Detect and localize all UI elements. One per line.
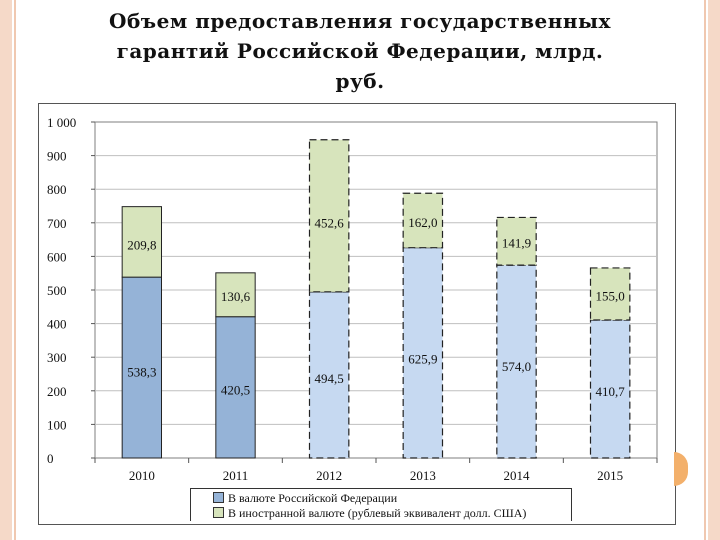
- legend-swatch-foreign: [213, 507, 224, 518]
- slide-frame-right-line: [704, 0, 706, 540]
- data-label-domestic: 410,7: [596, 384, 626, 399]
- data-label-foreign: 141,9: [502, 236, 531, 251]
- data-label-domestic: 625,9: [408, 351, 437, 366]
- bar-domestic-2012: [308, 291, 350, 459]
- y-tick-label: 700: [47, 216, 67, 231]
- bar-foreign-2011: [215, 272, 256, 318]
- chart-container: 0 100 200 300 400 500 600 700 800 900 1 000 538,3 20…: [38, 103, 676, 525]
- x-tick-label: 2010: [129, 468, 155, 483]
- slide-frame-left-line: [14, 0, 16, 540]
- slide-frame-right: [708, 0, 720, 540]
- data-label-foreign: 155,0: [596, 289, 625, 304]
- y-tick-label: 200: [47, 384, 67, 399]
- slide-page-marker: [674, 452, 688, 486]
- bar-domestic-2010: [121, 276, 163, 459]
- legend-item-domestic: В валюте Российской Федерации: [213, 491, 397, 505]
- slide-title-line-3: руб.: [335, 69, 385, 93]
- data-label-foreign: 162,0: [408, 215, 437, 230]
- y-tick-label: 0: [47, 451, 54, 466]
- bar-domestic-2011: [215, 316, 256, 459]
- bar-foreign-2014: [496, 216, 537, 266]
- data-label-domestic: 574,0: [502, 359, 531, 374]
- legend-label-foreign: В иностранной валюте (рублевый эквивален…: [228, 506, 527, 520]
- bar-domestic-2015: [589, 319, 631, 459]
- bar-foreign-2015: [589, 267, 631, 321]
- data-label-domestic: 420,5: [221, 382, 250, 397]
- x-tick-label: 2011: [223, 468, 249, 483]
- x-tick-label: 2013: [410, 468, 436, 483]
- data-label-domestic: 494,5: [315, 371, 344, 386]
- x-tick-label: 2015: [597, 468, 623, 483]
- slide-title-line-1: Объем предоставления государственных: [109, 9, 611, 33]
- x-tick-label: 2014: [504, 468, 531, 483]
- legend-label-domestic: В валюте Российской Федерации: [228, 491, 398, 505]
- legend-swatch-domestic: [213, 492, 224, 503]
- y-tick-label: 800: [47, 182, 67, 197]
- data-label-foreign: 452,6: [315, 215, 345, 230]
- data-label-foreign: 209,8: [127, 237, 156, 252]
- y-tick-label: 600: [47, 249, 67, 264]
- y-tick-label: 900: [47, 149, 67, 164]
- y-tick-label: 400: [47, 317, 67, 332]
- chart-legend: В валюте Российской Федерации В иностран…: [190, 488, 572, 521]
- x-tick-label: 2012: [316, 468, 342, 483]
- y-tick-label: 1 000: [47, 115, 76, 130]
- bar-foreign-2013: [402, 192, 444, 249]
- y-tick-label: 100: [47, 417, 67, 432]
- legend-item-foreign: В иностранной валюте (рублевый эквивален…: [213, 506, 526, 520]
- bar-foreign-2010: [121, 206, 163, 278]
- y-tick-label: 500: [47, 283, 67, 298]
- data-label-domestic: 538,3: [127, 365, 156, 380]
- data-label-foreign: 130,6: [221, 289, 251, 304]
- slide-title-line-2: гарантий Российской Федерации, млрд.: [116, 39, 604, 63]
- slide-frame-left: [0, 0, 12, 540]
- bar-domestic-2013: [402, 247, 444, 459]
- bar-domestic-2014: [496, 264, 537, 459]
- bar-foreign-2012: [308, 139, 350, 293]
- y-tick-label: 300: [47, 350, 67, 365]
- stacked-bar-chart: 0 100 200 300 400 500 600 700 800 900 1 000 538,3 20…: [47, 115, 658, 483]
- slide-title: Объем предоставления государственных гар…: [60, 6, 660, 96]
